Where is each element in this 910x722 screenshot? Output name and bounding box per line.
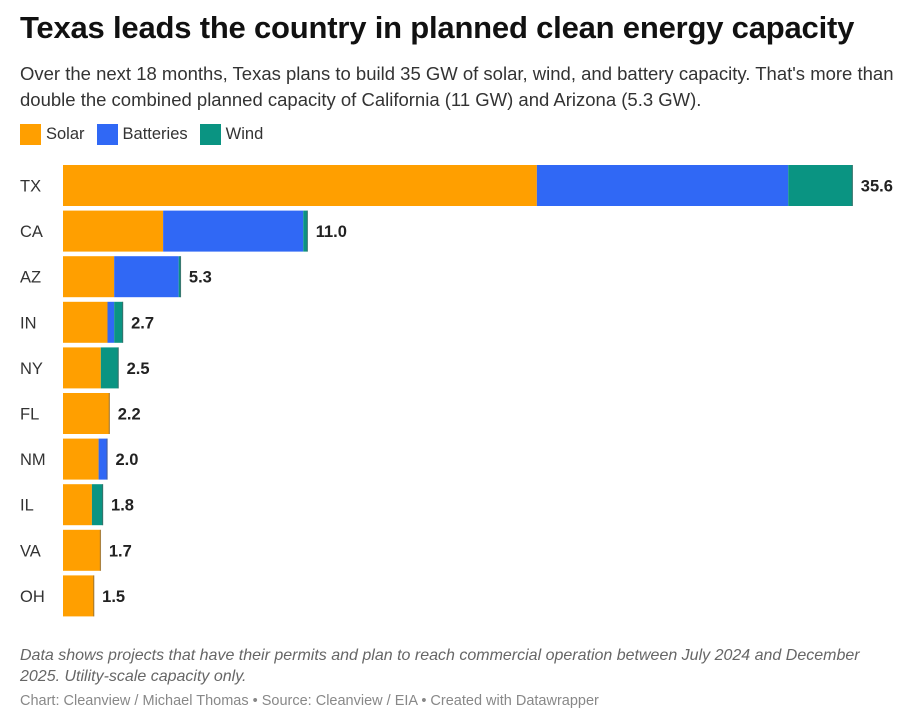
bar-il-solar xyxy=(63,484,92,526)
bar-end-az xyxy=(179,256,182,298)
category-label-nm: NM xyxy=(20,451,46,469)
bar-in-solar xyxy=(63,301,108,343)
total-label-in: 2.7 xyxy=(131,314,154,332)
legend-swatch-batteries xyxy=(96,124,118,145)
bar-end-nm xyxy=(106,438,108,480)
bar-end-fl xyxy=(108,393,110,434)
total-label-ny: 2.5 xyxy=(127,360,150,378)
category-label-in: IN xyxy=(20,314,37,332)
category-label-az: AZ xyxy=(20,269,41,287)
bar-nm-solar xyxy=(63,438,99,480)
category-label-va: VA xyxy=(20,542,41,560)
bar-end-ca xyxy=(306,210,308,252)
legend-swatch-solar xyxy=(20,124,41,145)
total-label-oh: 1.5 xyxy=(102,588,125,606)
chart-credit: Chart: Cleanview / Michael Thomas • Sour… xyxy=(20,693,599,709)
legend-swatch-wind xyxy=(199,124,221,145)
bar-chart: TX 35.6 CA 11.0 AZ 5.3 IN 2.7 NY 2.5 FL 2.2 NM 2.0 IL 1… xyxy=(20,165,893,617)
bar-end-in xyxy=(122,301,124,343)
total-label-ca: 11.0 xyxy=(316,223,347,241)
bar-end-oh xyxy=(93,575,95,617)
total-label-fl: 2.2 xyxy=(118,406,141,424)
bar-in-batteries xyxy=(107,301,115,343)
bar-ca-wind xyxy=(303,210,308,252)
legend-item-wind: Wind xyxy=(199,124,264,145)
bar-ny-wind xyxy=(100,347,119,389)
legend-item-solar: Solar xyxy=(20,124,85,145)
category-label-il: IL xyxy=(20,497,34,515)
bar-end-il xyxy=(102,484,104,526)
legend-label-solar: Solar xyxy=(46,125,85,143)
legend-label-batteries: Batteries xyxy=(122,125,188,143)
legend-item-batteries: Batteries xyxy=(96,124,188,145)
bar-az-solar xyxy=(63,256,115,298)
legend-label-wind: Wind xyxy=(225,125,264,143)
total-label-il: 1.8 xyxy=(111,497,134,515)
bar-va-solar xyxy=(63,529,101,571)
bar-tx-batteries xyxy=(536,165,789,206)
bar-end-va xyxy=(99,529,102,571)
chart-legend: Solar Batteries Wind xyxy=(20,124,275,145)
bar-end-ny xyxy=(117,347,119,389)
category-label-tx: TX xyxy=(20,178,41,196)
category-label-ny: NY xyxy=(20,360,43,378)
bar-oh-solar xyxy=(63,575,95,617)
bar-ca-solar xyxy=(63,210,164,252)
bar-tx-wind xyxy=(788,165,853,206)
total-label-va: 1.7 xyxy=(109,542,132,560)
chart-note: Data shows projects that have their perm… xyxy=(20,647,860,685)
total-label-tx: 35.6 xyxy=(861,178,893,196)
chart-title: Texas leads the country in planned clean… xyxy=(20,10,855,45)
bar-ny-solar xyxy=(63,347,101,389)
total-label-az: 5.3 xyxy=(189,269,212,287)
bar-tx-solar xyxy=(63,165,537,206)
bar-end-tx xyxy=(851,165,853,206)
chart-subtitle: Over the next 18 months, Texas plans to … xyxy=(20,63,894,110)
category-label-oh: OH xyxy=(20,588,45,606)
bar-in-wind xyxy=(114,301,124,343)
bar-az-batteries xyxy=(114,256,179,298)
bar-ca-batteries xyxy=(163,210,304,252)
bar-il-wind xyxy=(91,484,104,526)
bar-az-wind xyxy=(178,256,181,298)
category-label-fl: FL xyxy=(20,406,39,424)
total-label-nm: 2.0 xyxy=(115,451,138,469)
bar-fl-solar xyxy=(63,393,110,434)
category-label-ca: CA xyxy=(20,223,43,241)
bar-nm-batteries xyxy=(98,438,108,480)
